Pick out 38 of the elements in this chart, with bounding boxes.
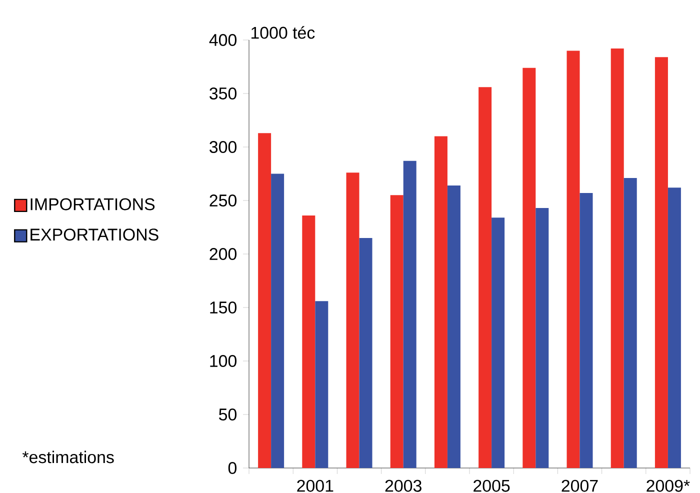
bar	[566, 50, 580, 468]
bar	[302, 215, 316, 468]
bar	[492, 218, 505, 468]
y-tick-label: 400	[209, 34, 236, 46]
bar	[271, 174, 284, 468]
bar	[536, 208, 549, 468]
y-tick-label: 150	[210, 302, 236, 314]
bar	[522, 68, 536, 468]
x-tick-label: 2001	[297, 480, 334, 492]
bar	[580, 193, 593, 468]
x-tick-label: 2007	[562, 480, 598, 492]
y-tick-label: 100	[210, 355, 236, 367]
bar	[346, 172, 360, 468]
legend-label: IMPORTATIONS	[30, 198, 155, 210]
bar	[654, 57, 668, 468]
bar	[434, 136, 448, 468]
bar	[258, 133, 272, 468]
bar	[390, 195, 404, 468]
y-tick-label: 50	[218, 408, 236, 420]
y-axis-title: 1000 téc	[251, 26, 315, 39]
x-tick-label: 2003	[385, 480, 422, 492]
text: *estimations	[22, 450, 114, 464]
y-tick-label: 300	[210, 141, 236, 153]
y-tick-label: 250	[210, 194, 236, 206]
bar	[359, 238, 372, 468]
y-tick-label: 0	[228, 462, 236, 474]
x-tick-label: 2009*	[646, 480, 690, 492]
bar	[447, 186, 460, 468]
bar	[403, 160, 416, 468]
y-tick-label: 200	[210, 248, 236, 260]
bar	[624, 178, 637, 468]
bar	[478, 87, 492, 468]
y-tick-label: 350	[210, 88, 236, 100]
legend-label: EXPORTATIONS	[30, 228, 158, 241]
bar	[315, 301, 328, 468]
x-tick-label: 2005	[474, 480, 510, 492]
bar	[610, 48, 624, 468]
bar	[668, 188, 681, 468]
